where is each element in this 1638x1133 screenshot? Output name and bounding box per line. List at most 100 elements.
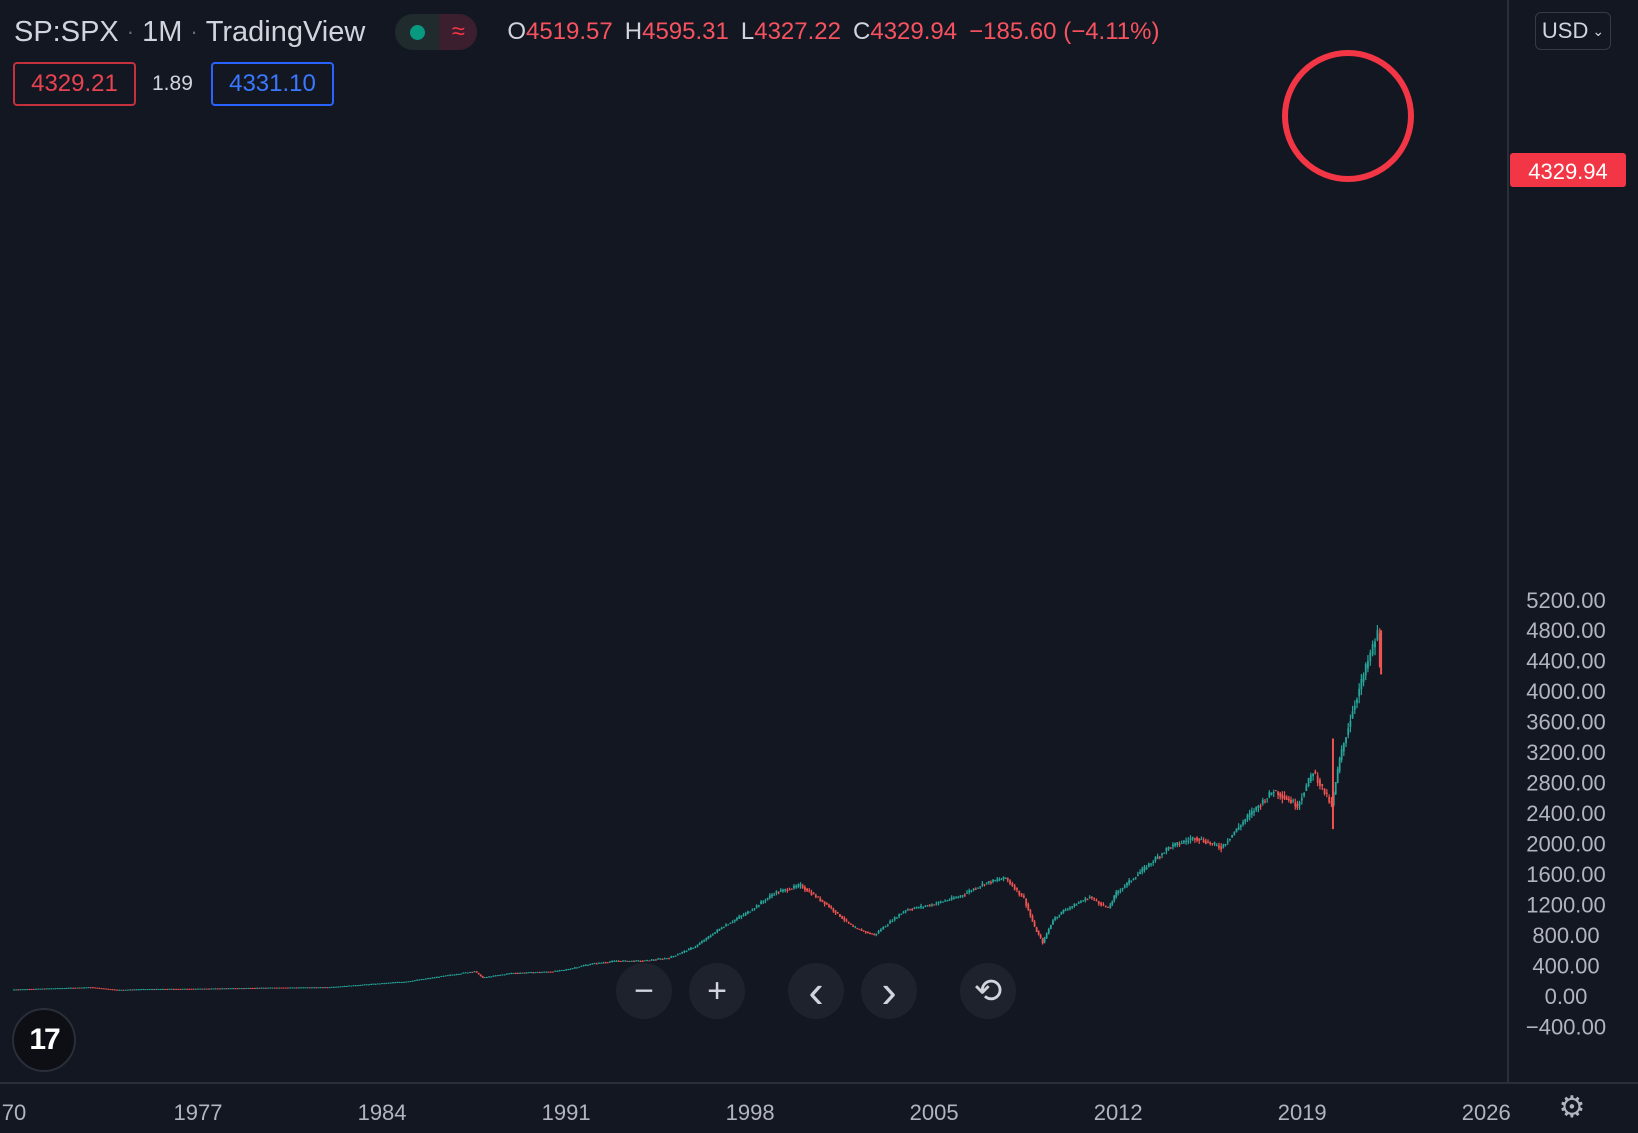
candle-body bbox=[1213, 842, 1216, 845]
candle-body bbox=[225, 988, 228, 990]
candle-body bbox=[981, 883, 984, 886]
candle-body bbox=[565, 969, 567, 971]
candle-body bbox=[955, 897, 957, 899]
candle-body bbox=[1342, 743, 1345, 752]
scroll-right-button[interactable]: › bbox=[861, 963, 917, 1019]
time-axis[interactable]: 70 1977 1984 1991 1998 2005 2012 2019 2026 bbox=[2, 1100, 1511, 1125]
candle-body bbox=[1126, 882, 1128, 886]
candle-body bbox=[996, 879, 999, 881]
candle-body bbox=[1229, 838, 1231, 840]
candle-body bbox=[799, 884, 802, 887]
candle-body bbox=[1211, 843, 1214, 845]
interval-label[interactable]: 1M bbox=[142, 15, 183, 48]
candle-body bbox=[469, 971, 471, 973]
candle-body bbox=[738, 916, 741, 919]
candle-body bbox=[864, 931, 867, 933]
candle-body bbox=[659, 958, 662, 960]
time-tick-label: 1991 bbox=[542, 1100, 591, 1125]
candle-body bbox=[431, 977, 434, 979]
candle-body bbox=[50, 988, 53, 990]
candle-body bbox=[311, 987, 313, 989]
candle-body bbox=[935, 903, 938, 905]
symbol-name[interactable]: SP:SPX bbox=[14, 15, 119, 48]
candle-body bbox=[832, 908, 835, 912]
candle-body bbox=[289, 987, 291, 989]
candle-body bbox=[990, 882, 992, 884]
candle-body bbox=[617, 960, 620, 962]
candle-body bbox=[573, 967, 576, 969]
candle-body bbox=[516, 972, 519, 974]
candle-body bbox=[374, 983, 377, 985]
candle-body bbox=[775, 891, 778, 894]
price-tick-label: 400.00 bbox=[1532, 954, 1599, 979]
candle-body bbox=[304, 987, 307, 989]
market-open-dot-icon bbox=[395, 14, 439, 50]
candle-body bbox=[961, 895, 964, 897]
candle-body bbox=[1307, 777, 1310, 786]
candle-body bbox=[197, 988, 199, 990]
sell-price-button[interactable]: 4329.21 bbox=[13, 62, 136, 106]
candle-body bbox=[1334, 782, 1337, 795]
currency-selector[interactable]: USD ⌄ bbox=[1535, 12, 1611, 50]
close-label: C bbox=[853, 18, 871, 45]
candle-body bbox=[1167, 846, 1170, 850]
tradingview-logo[interactable]: 17 bbox=[12, 1008, 76, 1072]
candle-body bbox=[972, 888, 975, 891]
candle-body bbox=[979, 886, 982, 888]
gear-icon[interactable]: ⚙ bbox=[1558, 1091, 1586, 1124]
candle-body bbox=[1358, 688, 1361, 697]
candle-body bbox=[372, 983, 375, 985]
candle-body bbox=[1052, 920, 1054, 925]
candle-body bbox=[295, 987, 298, 989]
candle-body bbox=[153, 989, 156, 991]
candle-body bbox=[922, 906, 925, 908]
candle-body bbox=[1111, 901, 1114, 905]
candle-body bbox=[1136, 874, 1139, 876]
price-axis[interactable]: 5200.00 4800.00 4400.00 4000.00 3600.00 3200.… bbox=[1526, 588, 1606, 1040]
candle-body bbox=[1176, 842, 1179, 845]
candle-body bbox=[519, 972, 521, 974]
candle-body bbox=[795, 885, 798, 888]
candle-body bbox=[407, 981, 410, 983]
candle-body bbox=[475, 971, 478, 973]
candle-body bbox=[481, 976, 484, 978]
candle-body bbox=[133, 989, 136, 991]
candle-body bbox=[477, 972, 480, 975]
candle-body bbox=[1077, 902, 1080, 904]
candle-body bbox=[821, 899, 824, 902]
candle-body bbox=[394, 982, 397, 984]
candle-body bbox=[880, 929, 882, 932]
market-status-pill[interactable]: ≈ bbox=[395, 14, 478, 50]
price-tick-label: −400.00 bbox=[1526, 1014, 1606, 1039]
candle-body bbox=[1117, 891, 1120, 894]
reset-chart-button[interactable]: ⟲ bbox=[960, 963, 1016, 1019]
candle-body bbox=[422, 978, 425, 980]
candle-body bbox=[205, 988, 208, 990]
zoom-in-button[interactable]: + bbox=[689, 963, 745, 1019]
ath-annotation-circle[interactable] bbox=[1282, 50, 1414, 182]
ohlc-values: O4519.57 H4595.31 L4327.22 C4329.94 −185… bbox=[507, 18, 1159, 46]
candle-body bbox=[383, 983, 386, 985]
candle-body bbox=[786, 889, 789, 891]
buy-price-button[interactable]: 4331.10 bbox=[211, 62, 334, 106]
scroll-left-button[interactable]: ‹ bbox=[788, 963, 844, 1019]
candle-body bbox=[1300, 797, 1303, 801]
candle-body bbox=[884, 926, 887, 928]
candle-body bbox=[1084, 898, 1087, 901]
candle-body bbox=[793, 885, 795, 889]
candle-body bbox=[453, 974, 456, 976]
candle-body bbox=[624, 960, 627, 962]
candle-body bbox=[532, 972, 535, 974]
candle-body bbox=[317, 987, 320, 989]
candle-body bbox=[849, 923, 852, 925]
candle-body bbox=[913, 908, 916, 910]
candle-body bbox=[893, 917, 896, 920]
candle-body bbox=[170, 988, 173, 990]
candle-body bbox=[1272, 792, 1275, 794]
candle-body bbox=[1285, 797, 1288, 800]
zoom-out-button[interactable]: − bbox=[616, 963, 672, 1019]
candle-body bbox=[473, 971, 476, 973]
candle-body bbox=[212, 988, 215, 990]
candle-body bbox=[464, 972, 467, 974]
